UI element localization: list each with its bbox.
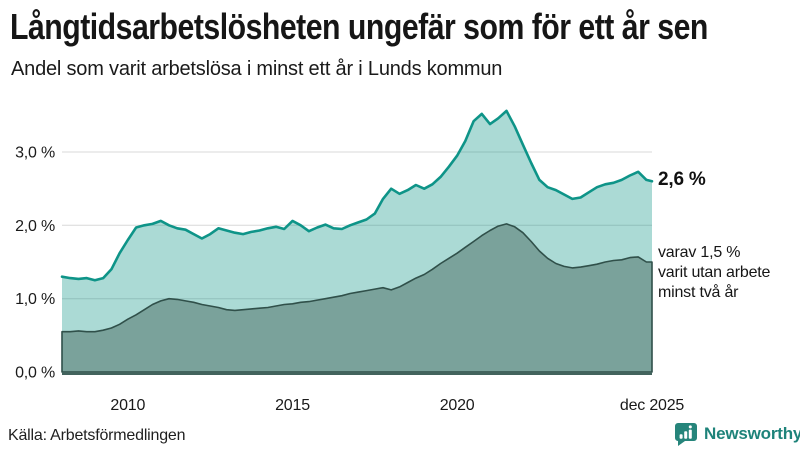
area-at-least-two-years — [61, 223, 653, 373]
secondary-label-line-1: varav 1,5 % — [658, 244, 741, 261]
line-at-least-one-year — [60, 109, 654, 282]
newsworthy-logo[interactable]: Newsworthy — [674, 422, 800, 446]
page-title: Långtidsarbetslösheten ungefär som för e… — [10, 6, 708, 47]
secondary-label-line-2: varit utan arbete — [658, 264, 771, 281]
bar-small — [679, 434, 683, 439]
exclamation-dot — [688, 425, 692, 429]
x-tick-label: dec 2025 — [620, 397, 685, 414]
newsworthy-icon — [675, 423, 697, 446]
x-tick-label: 2010 — [110, 397, 145, 414]
brand-name: Newsworthy — [704, 424, 800, 443]
x-tick-label: 2015 — [275, 397, 310, 414]
secondary-series-label: varav 1,5 % varit utan arbete minst två … — [658, 243, 770, 303]
y-tick-label: 2,0 % — [15, 218, 55, 235]
y-tick-label: 0,0 % — [15, 365, 55, 382]
source-credit: Källa: Arbetsförmedlingen — [8, 427, 186, 444]
bar-tall — [688, 429, 692, 439]
bar-medium — [684, 431, 688, 439]
y-tick-label: 1,0 % — [15, 291, 55, 308]
x-tick-label: 2020 — [440, 397, 475, 414]
y-tick-label: 3,0 % — [15, 145, 55, 162]
secondary-label-line-3: minst två år — [658, 284, 739, 301]
page-subtitle: Andel som varit arbetslösa i minst ett å… — [11, 58, 503, 80]
end-value-label: 2,6 % — [658, 169, 706, 190]
